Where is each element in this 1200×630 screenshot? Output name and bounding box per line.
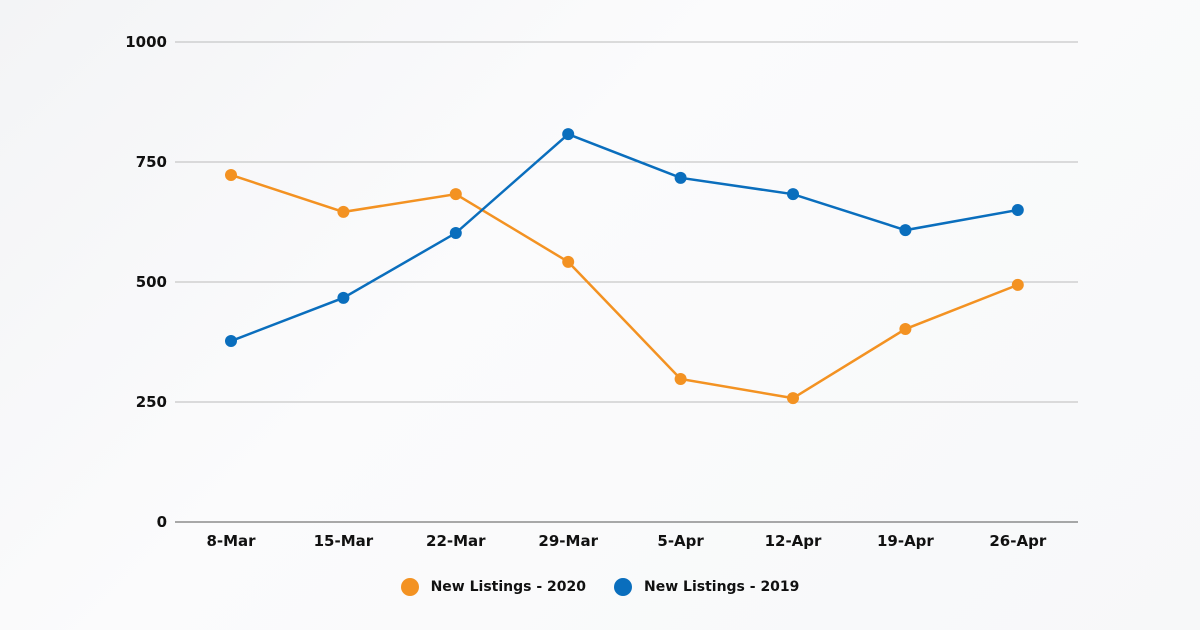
legend-item-2019[interactable]: New Listings - 2019 [614,578,799,596]
data-point [337,291,350,304]
data-point [337,205,350,218]
data-point [787,188,799,201]
x-tick-label: 5-Apr [657,532,704,550]
y-tick-label: 500 [136,273,167,291]
series-line-1 [230,132,1019,343]
data-point [225,168,237,181]
x-tick-label: 12-Apr [765,532,822,550]
data-point [1011,278,1024,291]
data-point [562,128,575,141]
y-tick-label: 0 [157,513,167,531]
legend: New Listings - 2020 New Listings - 2019 [0,578,1200,596]
legend-item-2020[interactable]: New Listings - 2020 [400,578,586,596]
legend-swatch-2020 [400,578,419,596]
x-tick-label: 29-Mar [538,532,598,550]
x-tick-label: 26-Apr [989,532,1046,550]
x-tick-label: 22-Mar [426,532,486,550]
x-tick-label: 8-Mar [206,532,256,550]
x-tick-label: 15-Mar [314,532,374,550]
data-point [1011,204,1024,216]
data-point [899,224,912,237]
legend-label-2019: New Listings - 2019 [644,579,800,595]
series-line-0 [230,173,1019,400]
y-tick-label: 250 [136,393,167,411]
data-point [562,255,575,268]
y-tick-label: 750 [136,153,167,171]
data-point [787,392,799,405]
data-point [674,372,687,385]
x-tick-label: 19-Apr [877,532,934,550]
y-tick-label: 1000 [125,33,167,51]
data-point [449,227,462,240]
data-point [225,335,237,348]
data-point [449,188,462,201]
data-point [674,171,687,184]
legend-label-2020: New Listings - 2020 [430,579,586,595]
legend-swatch-2019 [614,578,632,596]
data-point [899,323,912,336]
